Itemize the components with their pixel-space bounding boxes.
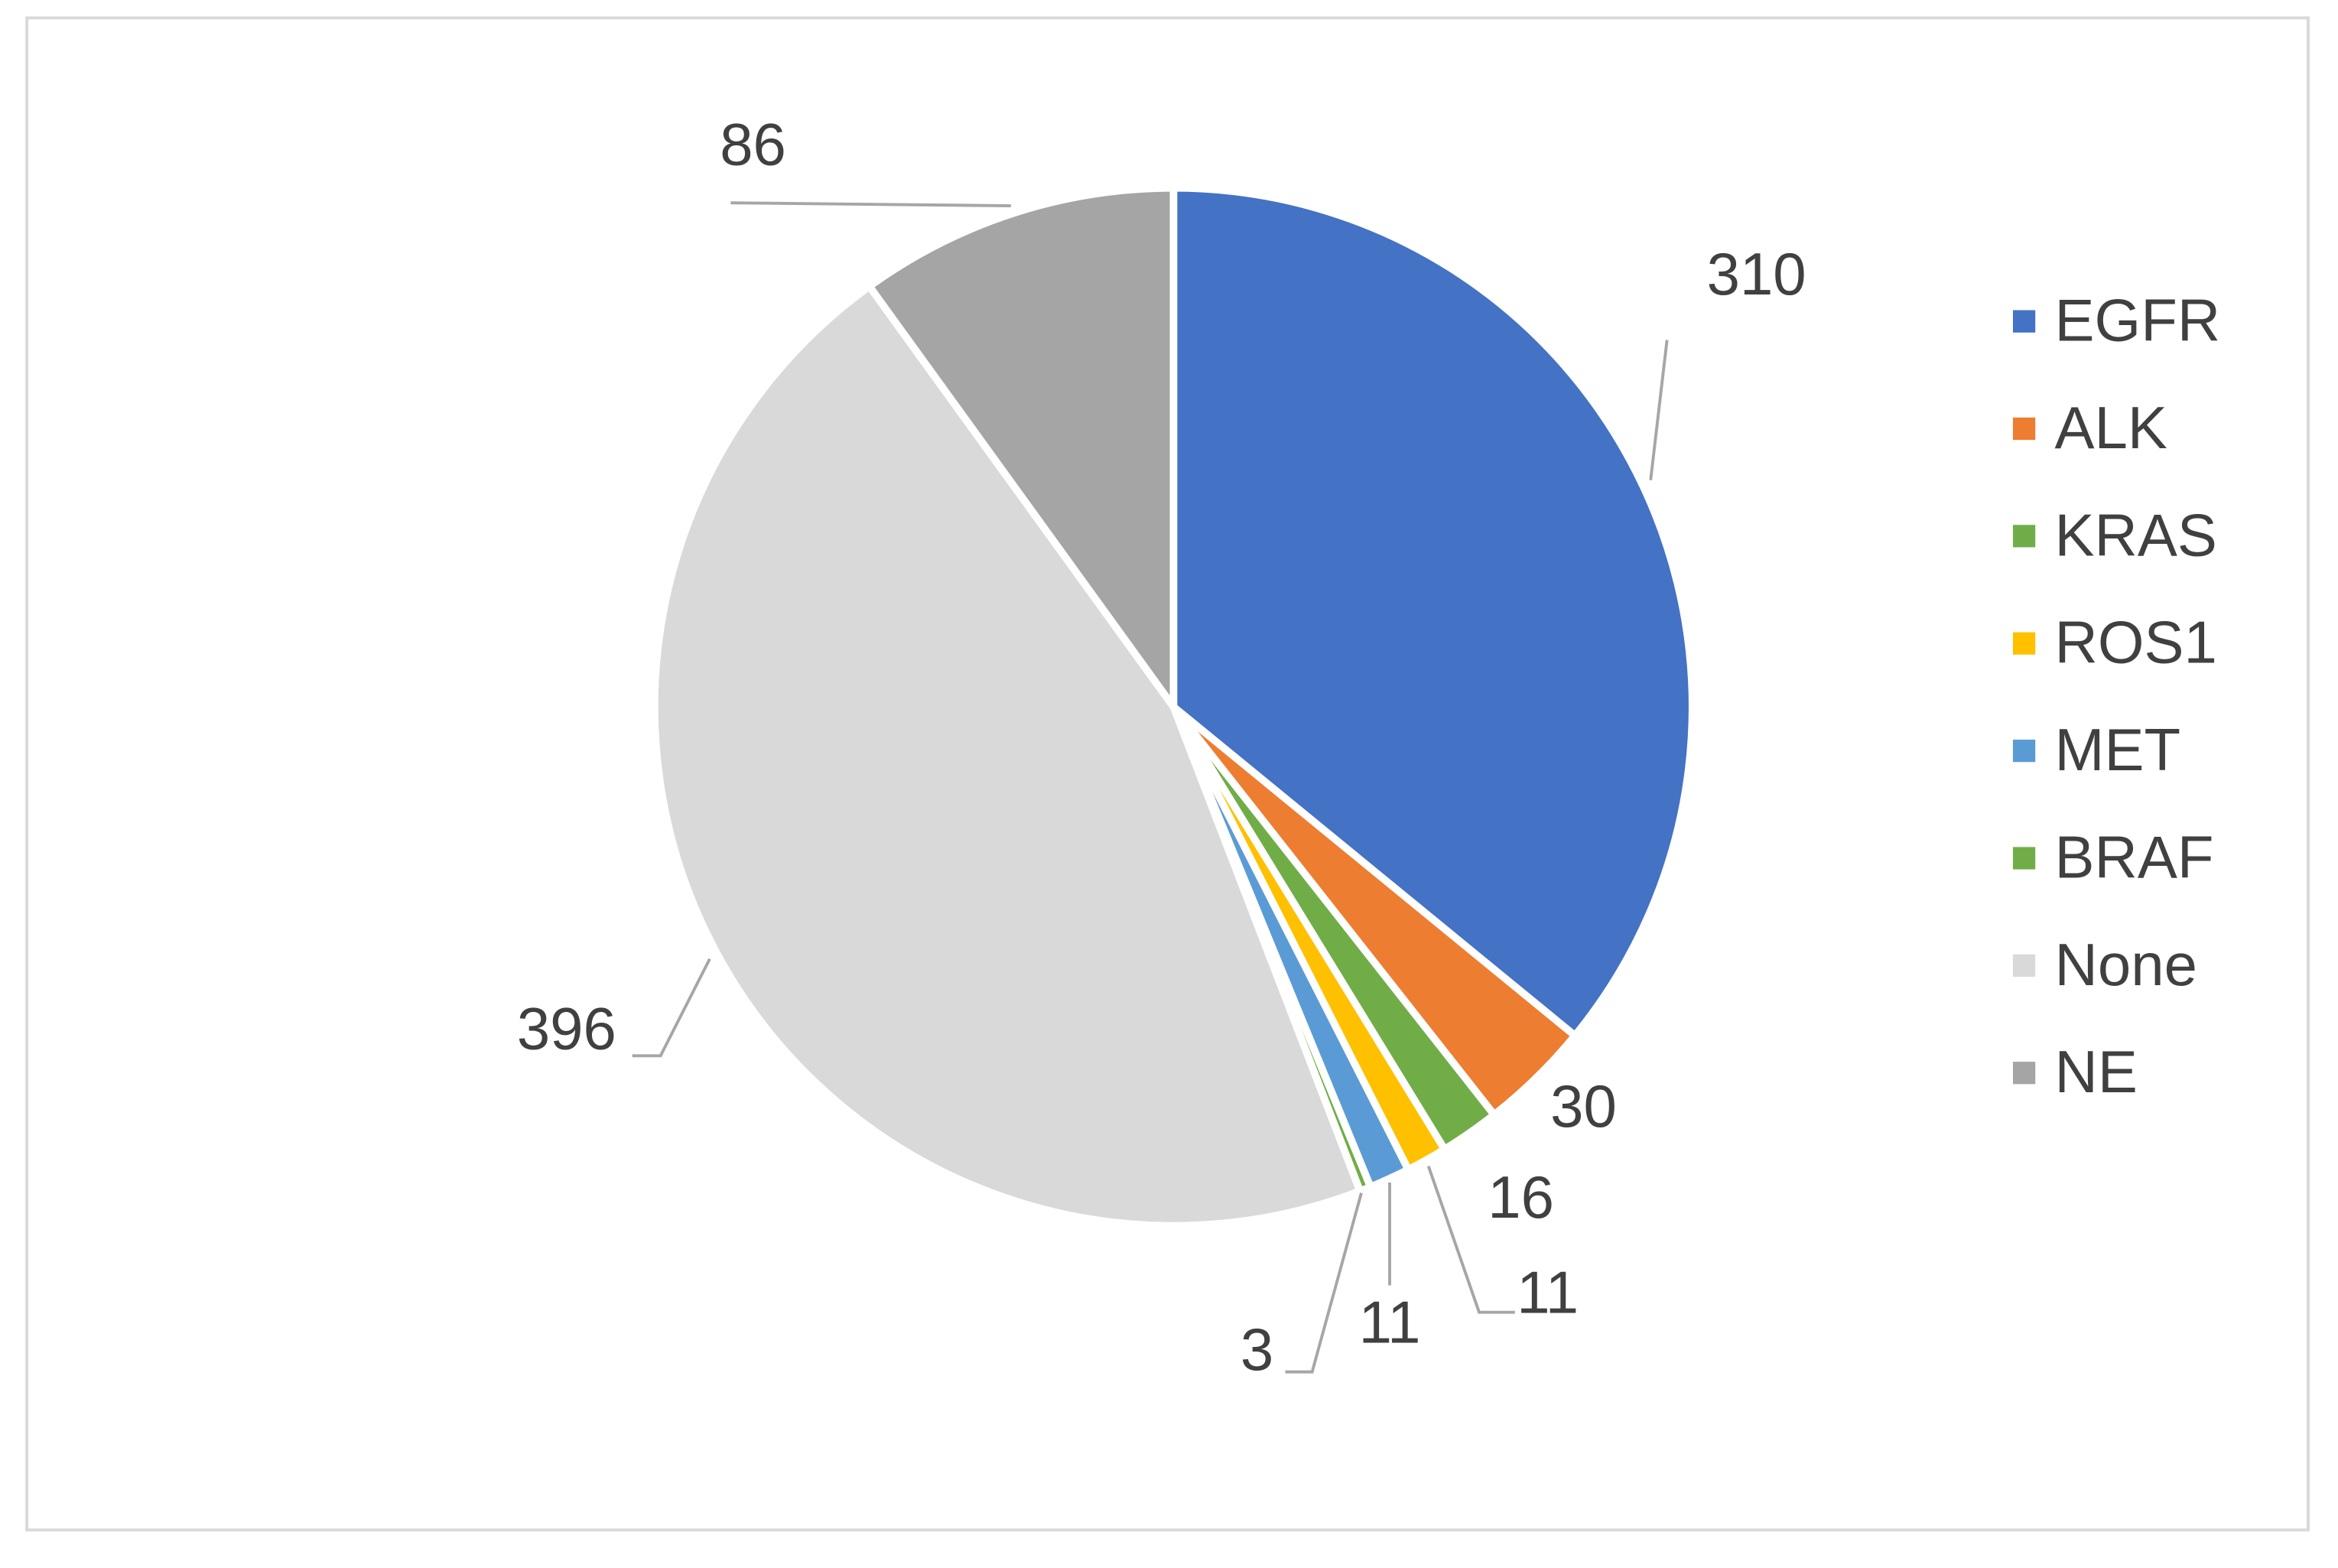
legend-label: None <box>2055 931 2197 998</box>
data-label: 11 <box>1359 1289 1421 1356</box>
legend-label: EGFR <box>2055 287 2221 354</box>
legend-label: BRAF <box>2055 823 2214 890</box>
data-label: 396 <box>517 995 616 1062</box>
legend-label: ALK <box>2055 394 2167 461</box>
pie <box>651 184 1696 1230</box>
legend-swatch <box>2012 954 2036 977</box>
legend-swatch <box>2012 1062 2036 1085</box>
data-label: 11 <box>1517 1259 1579 1326</box>
legend: EGFR ALK KRAS ROS1 MET BRAF None NE <box>2012 287 2221 1105</box>
leader-line <box>632 958 711 1058</box>
leader-line <box>1649 340 1669 480</box>
data-label: 30 <box>1550 1072 1617 1140</box>
legend-swatch <box>2012 417 2036 441</box>
legend-swatch <box>2012 632 2036 655</box>
legend-label: NE <box>2055 1038 2138 1105</box>
legend-label: ROS1 <box>2055 609 2217 676</box>
data-label: 16 <box>1488 1163 1554 1231</box>
legend-swatch <box>2012 847 2036 870</box>
data-label: 3 <box>1241 1316 1273 1383</box>
data-label: 86 <box>720 111 786 178</box>
legend-swatch <box>2012 525 2036 548</box>
leader-line <box>1285 1192 1363 1374</box>
legend-swatch <box>2012 310 2036 333</box>
leader-line <box>730 201 1011 207</box>
data-label: 310 <box>1707 240 1806 307</box>
legend-label: MET <box>2055 716 2181 783</box>
pie-slice <box>1169 184 1696 1039</box>
pie-slice <box>865 184 1178 711</box>
legend-swatch <box>2012 739 2036 763</box>
legend-label: KRAS <box>2055 501 2217 568</box>
pie-slice <box>651 282 1364 1230</box>
leader-line <box>1426 1165 1515 1314</box>
data-labels: 310 30 16 11 11 3 396 86 <box>517 111 1806 1383</box>
